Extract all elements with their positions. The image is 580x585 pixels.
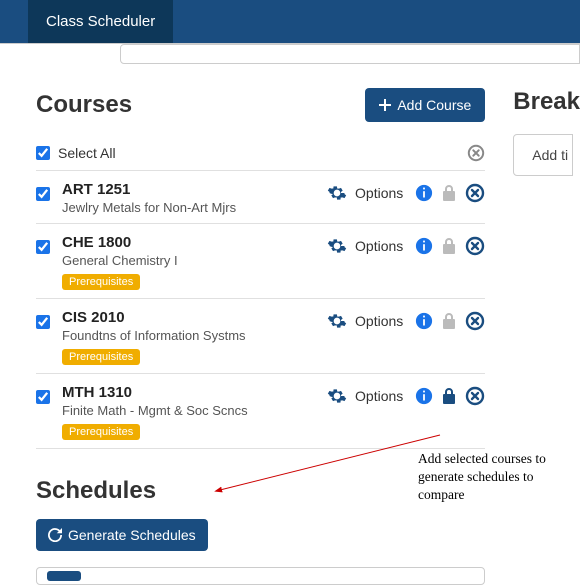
- course-main: MTH 1310 Finite Math - Mgmt & Soc Scncs Pr…: [62, 384, 315, 440]
- annotation-text: Add selected courses to generate schedul…: [418, 450, 568, 505]
- course-list: ART 1251 Jewlry Metals for Non-Art Mjrs Op…: [36, 171, 485, 449]
- course-name: Finite Math - Mgmt & Soc Scncs: [62, 403, 315, 418]
- course-checkbox[interactable]: [36, 390, 50, 404]
- course-row: CIS 2010 Foundtns of Information Systms Pr…: [36, 299, 485, 374]
- lock-icon[interactable]: [441, 387, 457, 405]
- prerequisites-badge[interactable]: Prerequisites: [62, 349, 140, 365]
- course-checkbox[interactable]: [36, 240, 50, 254]
- course-code: MTH 1310: [62, 384, 315, 401]
- course-row: MTH 1310 Finite Math - Mgmt & Soc Scncs Pr…: [36, 374, 485, 449]
- gear-icon[interactable]: [327, 311, 347, 331]
- breaks-title: Break: [513, 88, 580, 116]
- refresh-icon: [48, 528, 62, 542]
- clear-all-icon[interactable]: [467, 144, 485, 162]
- course-code: CIS 2010: [62, 309, 315, 326]
- options-label[interactable]: Options: [355, 313, 403, 329]
- prerequisites-badge[interactable]: Prerequisites: [62, 424, 140, 440]
- course-actions: Options: [327, 311, 485, 331]
- remove-icon[interactable]: [465, 236, 485, 256]
- gear-icon[interactable]: [327, 386, 347, 406]
- bottom-strip: [36, 567, 485, 585]
- course-checkbox[interactable]: [36, 315, 50, 329]
- add-break-box[interactable]: Add ti: [513, 134, 573, 176]
- options-label[interactable]: Options: [355, 185, 403, 201]
- plus-icon: [379, 99, 391, 111]
- generate-schedules-button[interactable]: Generate Schedules: [36, 519, 208, 551]
- add-course-button[interactable]: Add Course: [365, 88, 485, 122]
- course-main: CIS 2010 Foundtns of Information Systms Pr…: [62, 309, 315, 365]
- gear-icon[interactable]: [327, 236, 347, 256]
- lock-icon[interactable]: [441, 237, 457, 255]
- course-main: CHE 1800 General Chemistry I Prerequisites: [62, 234, 315, 290]
- info-icon[interactable]: [415, 184, 433, 202]
- course-name: General Chemistry I: [62, 253, 315, 268]
- course-row: CHE 1800 General Chemistry I Prerequisites…: [36, 224, 485, 299]
- tab-label: Class Scheduler: [46, 13, 155, 30]
- course-actions: Options: [327, 183, 485, 203]
- mini-button[interactable]: [47, 571, 81, 581]
- remove-icon[interactable]: [465, 386, 485, 406]
- prerequisites-badge[interactable]: Prerequisites: [62, 274, 140, 290]
- gear-icon[interactable]: [327, 183, 347, 203]
- info-icon[interactable]: [415, 237, 433, 255]
- options-label[interactable]: Options: [355, 388, 403, 404]
- course-code: ART 1251: [62, 181, 315, 198]
- remove-icon[interactable]: [465, 311, 485, 331]
- info-icon[interactable]: [415, 387, 433, 405]
- generate-schedules-label: Generate Schedules: [68, 527, 196, 543]
- course-actions: Options: [327, 386, 485, 406]
- select-all-row: Select All: [36, 136, 485, 171]
- course-row: ART 1251 Jewlry Metals for Non-Art Mjrs Op…: [36, 171, 485, 224]
- lock-icon[interactable]: [441, 312, 457, 330]
- add-course-label: Add Course: [397, 97, 471, 113]
- course-code: CHE 1800: [62, 234, 315, 251]
- tab-class-scheduler[interactable]: Class Scheduler: [28, 0, 173, 43]
- remove-icon[interactable]: [465, 183, 485, 203]
- course-name: Jewlry Metals for Non-Art Mjrs: [62, 200, 315, 215]
- info-icon[interactable]: [415, 312, 433, 330]
- add-break-text: Add ti: [532, 147, 568, 163]
- course-checkbox[interactable]: [36, 187, 50, 201]
- top-tab-bar: Class Scheduler: [0, 0, 580, 44]
- lock-icon[interactable]: [441, 184, 457, 202]
- courses-title: Courses: [36, 91, 132, 119]
- select-all-checkbox[interactable]: [36, 146, 50, 160]
- select-all-label: Select All: [58, 145, 116, 161]
- options-label[interactable]: Options: [355, 238, 403, 254]
- course-main: ART 1251 Jewlry Metals for Non-Art Mjrs: [62, 181, 315, 215]
- course-name: Foundtns of Information Systms: [62, 328, 315, 343]
- sub-panel: [120, 44, 580, 64]
- course-actions: Options: [327, 236, 485, 256]
